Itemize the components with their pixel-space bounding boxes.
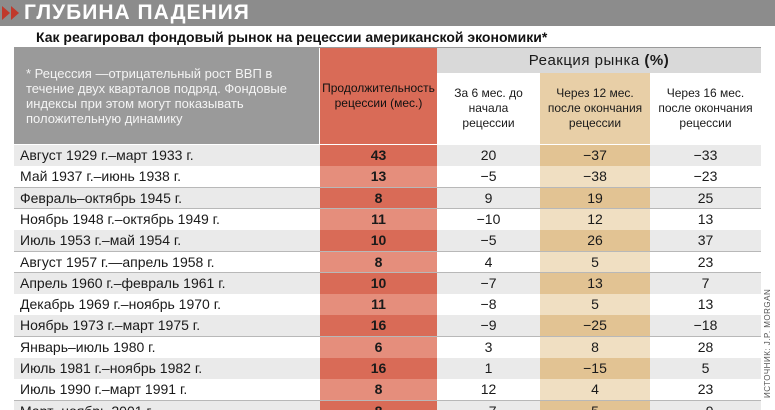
before-cell: −7: [437, 272, 540, 294]
table-row: Июль 1953 г.–май 1954 г. 10 −5 26 37: [14, 230, 761, 252]
after16-cell: 28: [650, 336, 761, 358]
before-cell: −8: [437, 294, 540, 316]
table-row: Июль 1981 г.–ноябрь 1982 г. 16 1 −15 5: [14, 358, 761, 379]
triangle-arrow-icon: [2, 6, 10, 20]
before-cell: −5: [437, 230, 540, 252]
after12-cell: 5: [540, 294, 650, 316]
column-header-before: За 6 мес. до начала рецессии: [437, 73, 540, 144]
table-row: Ноябрь 1973 г.–март 1975 г. 16 −9 −25 −18: [14, 315, 761, 337]
duration-cell: 11: [320, 294, 437, 316]
duration-cell: 16: [320, 358, 437, 379]
duration-cell: 8: [320, 379, 437, 401]
table-row: Январь–июль 1980 г. 6 3 8 28: [14, 336, 761, 358]
column-header-duration: Продолжительность рецессии (мес.): [320, 48, 437, 144]
after16-cell: 7: [650, 272, 761, 294]
duration-cell: 16: [320, 315, 437, 337]
after12-cell: 19: [540, 187, 650, 209]
period-cell: Июль 1953 г.–май 1954 г.: [14, 230, 320, 252]
after16-cell: 37: [650, 230, 761, 252]
after16-cell: 25: [650, 187, 761, 209]
table-row: Апрель 1960 г.–февраль 1961 г. 10 −7 13 7: [14, 272, 761, 294]
after12-cell: 4: [540, 379, 650, 401]
after16-cell: −18: [650, 315, 761, 337]
period-cell: Январь–июль 1980 г.: [14, 336, 320, 358]
table-row: Ноябрь 1948 г.–октябрь 1949 г. 11 −10 12 13: [14, 208, 761, 230]
table-row: Август 1929 г.–март 1933 г. 43 20 −37 −33: [14, 145, 761, 166]
reaction-label: Реакция рынка: [528, 52, 640, 69]
column-header-reaction: Реакция рынка (%): [437, 48, 761, 73]
page-title: ГЛУБИНА ПАДЕНИЯ: [24, 1, 250, 24]
duration-cell: 13: [320, 166, 437, 188]
after16-cell: 13: [650, 208, 761, 230]
column-header-after12: Через 12 мес. после окончания рецессии: [540, 73, 650, 144]
before-cell: 1: [437, 358, 540, 379]
after12-cell: 12: [540, 208, 650, 230]
after12-cell: 13: [540, 272, 650, 294]
duration-cell: 6: [320, 336, 437, 358]
after12-cell: 5: [540, 400, 650, 410]
duration-cell: 8: [320, 251, 437, 273]
after12-cell: −37: [540, 145, 650, 166]
after12-cell: 5: [540, 251, 650, 273]
table-row: Декабрь 1969 г.–ноябрь 1970 г. 11 −8 5 13: [14, 294, 761, 316]
period-cell: Март–ноябрь 2001 г.: [14, 400, 320, 410]
table-row: Август 1957 г.—апрель 1958 г. 8 4 5 23: [14, 251, 761, 273]
duration-cell: 10: [320, 230, 437, 252]
duration-cell: 43: [320, 145, 437, 166]
period-cell: Август 1957 г.—апрель 1958 г.: [14, 251, 320, 273]
after16-cell: 23: [650, 251, 761, 273]
duration-cell: 8: [320, 400, 437, 410]
source-credit: ИСТОЧНИК: J.P. MORGAN: [763, 288, 772, 398]
duration-cell: 10: [320, 272, 437, 294]
period-cell: Ноябрь 1973 г.–март 1975 г.: [14, 315, 320, 337]
after12-cell: 26: [540, 230, 650, 252]
duration-cell: 11: [320, 208, 437, 230]
table-row: Июль 1990 г.–март 1991 г. 8 12 4 23: [14, 379, 761, 401]
after16-cell: 13: [650, 294, 761, 316]
before-cell: 9: [437, 187, 540, 209]
after12-cell: −38: [540, 166, 650, 188]
before-cell: −7: [437, 400, 540, 410]
after12-cell: −15: [540, 358, 650, 379]
period-cell: Ноябрь 1948 г.–октябрь 1949 г.: [14, 208, 320, 230]
after16-cell: −9: [650, 400, 761, 410]
period-cell: Апрель 1960 г.–февраль 1961 г.: [14, 272, 320, 294]
recession-footnote: * Рецессия —отрицательный рост ВВП в теч…: [14, 48, 319, 144]
divider: [14, 47, 761, 48]
after12-cell: −25: [540, 315, 650, 337]
triangle-arrow-icon: [11, 6, 19, 20]
before-cell: −5: [437, 166, 540, 188]
before-cell: −9: [437, 315, 540, 337]
period-cell: Май 1937 г.–июнь 1938 г.: [14, 166, 320, 188]
period-cell: Август 1929 г.–март 1933 г.: [14, 145, 320, 166]
table-subtitle: Как реагировал фондовый рынок на рецесси…: [36, 29, 548, 45]
before-cell: 4: [437, 251, 540, 273]
period-cell: Июль 1981 г.–ноябрь 1982 г.: [14, 358, 320, 379]
after12-cell: 8: [540, 336, 650, 358]
after16-cell: 5: [650, 358, 761, 379]
before-cell: 12: [437, 379, 540, 401]
after16-cell: −33: [650, 145, 761, 166]
before-cell: 3: [437, 336, 540, 358]
table-row: Март–ноябрь 2001 г.8−75−9: [14, 400, 761, 410]
before-cell: −10: [437, 208, 540, 230]
period-cell: Декабрь 1969 г.–ноябрь 1970 г.: [14, 294, 320, 316]
reaction-unit: (%): [644, 52, 670, 69]
title-bar: ГЛУБИНА ПАДЕНИЯ: [0, 0, 775, 26]
period-cell: Июль 1990 г.–март 1991 г.: [14, 379, 320, 401]
after16-cell: −23: [650, 166, 761, 188]
duration-cell: 8: [320, 187, 437, 209]
before-cell: 20: [437, 145, 540, 166]
table-row: Май 1937 г.–июнь 1938 г. 13 −5 −38 −23: [14, 166, 761, 188]
after16-cell: 23: [650, 379, 761, 401]
period-cell: Февраль–октябрь 1945 г.: [14, 187, 320, 209]
column-header-after16: Через 16 мес. после окончания рецессии: [650, 73, 761, 144]
table-row: Февраль–октябрь 1945 г. 8 9 19 25: [14, 187, 761, 209]
